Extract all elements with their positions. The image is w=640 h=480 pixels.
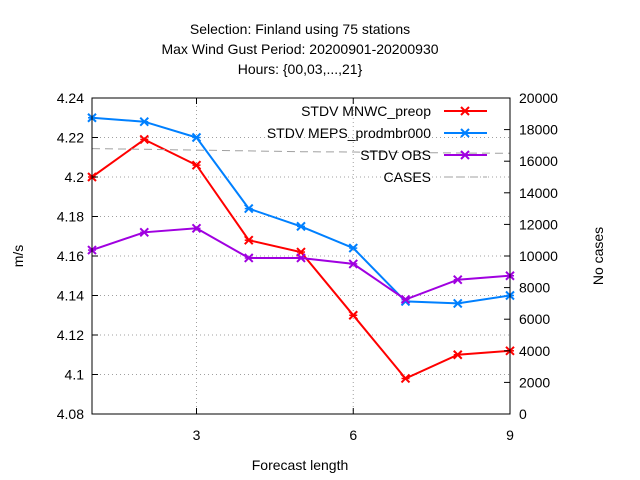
- y-tick-label: 4.2: [65, 169, 85, 185]
- title-line-1: Selection: Finland using 75 stations: [190, 21, 410, 37]
- y2-tick-label: 12000: [519, 216, 558, 232]
- data-point-1: [191, 132, 202, 143]
- title-line-2: Max Wind Gust Period: 20200901-20200930: [161, 41, 438, 57]
- data-point-0: [453, 350, 463, 360]
- title-line-3: Hours: {00,03,...,21}: [238, 61, 363, 77]
- legend-label: STDV OBS: [360, 147, 431, 163]
- data-point-2: [453, 274, 463, 285]
- y-axis-ticks: 4.08 4.1 4.12 4.14 4.16 4.18 4.2 4.22 4.24: [57, 90, 98, 422]
- y-tick-label: 4.12: [57, 327, 84, 343]
- y2-tick-label: 2000: [519, 374, 550, 390]
- data-point-0: [139, 134, 149, 145]
- y2-tick-label: 14000: [519, 185, 558, 201]
- y-axis-label: m/s: [10, 245, 26, 268]
- legend-marker: [460, 128, 470, 138]
- data-point-2: [191, 223, 202, 234]
- y2-tick-label: 10000: [519, 248, 558, 264]
- data-point-2: [400, 294, 411, 305]
- grid-lines: [92, 98, 510, 414]
- data-point-0: [191, 160, 202, 170]
- x-tick-label: 3: [193, 427, 201, 443]
- y2-axis-label: No cases: [590, 227, 606, 285]
- legend-label: STDV MEPS_prodmbr000: [267, 125, 431, 141]
- legend-label: CASES: [384, 169, 431, 185]
- chart-legend: STDV MNWC_preop STDV MEPS_prodmbr000 STDV …: [267, 103, 487, 185]
- chart-title: Selection: Finland using 75 stations Max…: [161, 21, 438, 77]
- data-point-0: [400, 373, 411, 384]
- data-point-1: [348, 243, 358, 253]
- y-tick-label: 4.22: [57, 130, 84, 146]
- y2-tick-label: 16000: [519, 153, 558, 169]
- data-point-2: [348, 259, 358, 269]
- y-tick-label: 4.18: [57, 209, 84, 225]
- y2-axis-ticks: 0 2000 4000 6000 8000 10000 12000 14000 16000 180…: [504, 90, 558, 422]
- y2-tick-label: 8000: [519, 280, 550, 296]
- data-point-1: [244, 203, 254, 214]
- data-point-1: [139, 116, 149, 127]
- y-tick-label: 4.1: [65, 367, 85, 383]
- y-tick-label: 4.24: [57, 90, 84, 106]
- data-point-2: [244, 253, 254, 263]
- x-tick-label: 9: [506, 427, 514, 443]
- data-point-1: [453, 298, 463, 309]
- series-line-2: [91, 227, 511, 301]
- data-point-2: [296, 253, 306, 263]
- plot-series: [87, 113, 515, 384]
- y2-tick-label: 6000: [519, 311, 550, 327]
- x-axis-label: Forecast length: [252, 457, 349, 473]
- data-point-2: [139, 227, 149, 238]
- y2-tick-label: 4000: [519, 343, 550, 359]
- legend-marker: [460, 106, 470, 116]
- y2-tick-label: 0: [519, 406, 527, 422]
- data-point-1: [296, 221, 306, 232]
- x-axis-ticks: 3 6 9: [193, 98, 514, 443]
- x-tick-label: 6: [349, 427, 357, 443]
- legend-label: STDV MNWC_preop: [301, 103, 431, 119]
- legend-marker: [460, 150, 470, 160]
- y-tick-label: 4.08: [57, 406, 84, 422]
- y2-tick-label: 18000: [519, 122, 558, 138]
- data-point-0: [348, 310, 358, 320]
- y-tick-label: 4.14: [57, 288, 84, 304]
- y-tick-label: 4.16: [57, 248, 84, 264]
- series-line-3: [91, 148, 511, 154]
- y2-tick-label: 20000: [519, 90, 558, 106]
- data-point-0: [244, 235, 254, 245]
